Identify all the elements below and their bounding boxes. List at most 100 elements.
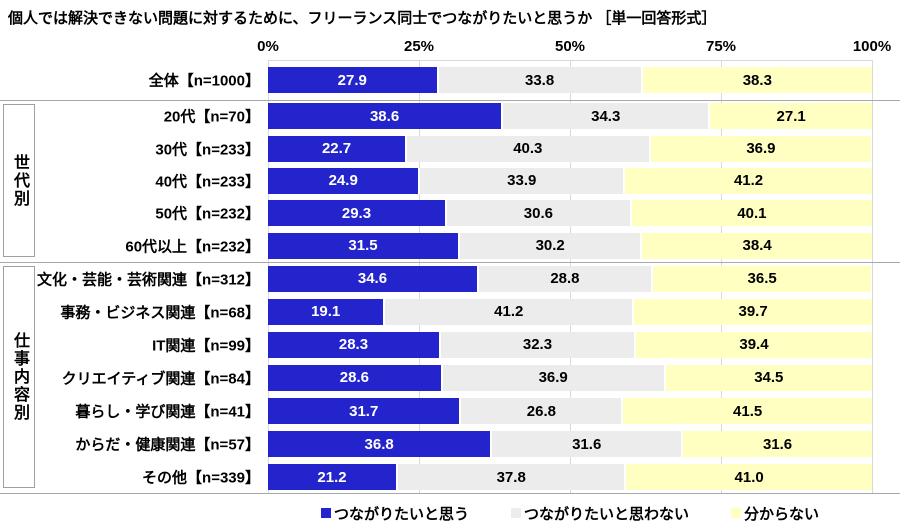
bar-segment-unknown: 34.5 bbox=[663, 364, 872, 391]
bar-segment-agree: 19.1 bbox=[268, 298, 384, 325]
stacked-bar: 19.1 41.2 39.7 bbox=[268, 298, 872, 325]
row-label: 20代【n=70】 bbox=[163, 108, 260, 126]
x-tick: 100% bbox=[852, 38, 892, 55]
legend-label: つながりたいと思わない bbox=[523, 505, 689, 523]
legend-swatch-agree bbox=[320, 508, 331, 518]
stacked-bar: 22.7 40.3 36.9 bbox=[268, 135, 872, 162]
legend-item-disagree: つながりたいと思わない bbox=[510, 503, 689, 524]
stacked-bar: 31.7 26.8 41.5 bbox=[268, 398, 872, 425]
bar-segment-unknown: 27.1 bbox=[708, 103, 872, 130]
row-label: 暮らし・学び関連【n=41】 bbox=[75, 403, 260, 421]
row-label: 30代【n=233】 bbox=[155, 141, 260, 159]
bar-segment-disagree: 40.3 bbox=[405, 135, 649, 162]
row-label: IT関連【n=99】 bbox=[152, 337, 260, 355]
row-label: 40代【n=233】 bbox=[155, 173, 260, 191]
bar-row: 40代【n=233】 24.9 33.9 41.2 bbox=[0, 165, 900, 197]
bar-row: 文化・芸能・芸術関連【n=312】 34.6 28.8 36.5 bbox=[0, 262, 900, 295]
bar-row: 暮らし・学び関連【n=41】 31.7 26.8 41.5 bbox=[0, 395, 900, 428]
bar-segment-agree: 28.3 bbox=[268, 331, 439, 358]
bar-segment-agree: 31.7 bbox=[268, 398, 460, 425]
bar-row: 50代【n=232】 29.3 30.6 40.1 bbox=[0, 197, 900, 229]
group-label-jobtype: 仕事内容別 bbox=[11, 332, 28, 422]
bar-segment-disagree: 32.3 bbox=[438, 331, 634, 358]
stacked-bar: 29.3 30.6 40.1 bbox=[268, 200, 872, 227]
group-separator bbox=[0, 493, 900, 494]
stacked-bar: 27.9 33.8 38.3 bbox=[268, 67, 872, 93]
row-label: クリエイティブ関連【n=84】 bbox=[61, 370, 260, 388]
bar-segment-unknown: 41.0 bbox=[624, 464, 872, 491]
bar-row: クリエイティブ関連【n=84】 28.6 36.9 34.5 bbox=[0, 361, 900, 394]
row-label: その他【n=339】 bbox=[142, 469, 260, 487]
bar-row: 事務・ビジネス関連【n=68】 19.1 41.2 39.7 bbox=[0, 295, 900, 328]
bar-segment-unknown: 36.5 bbox=[650, 265, 872, 292]
bar-segment-disagree: 26.8 bbox=[459, 398, 622, 425]
x-tick: 75% bbox=[705, 38, 737, 55]
stacked-bar: 38.6 34.3 27.1 bbox=[268, 103, 872, 130]
legend-item-unknown: 分からない bbox=[731, 503, 819, 524]
bar-segment-agree: 28.6 bbox=[268, 364, 441, 391]
legend-label: つながりたいと思う bbox=[333, 505, 469, 523]
legend: つながりたいと思う つながりたいと思わない 分からない bbox=[268, 503, 872, 523]
bar-row: その他【n=339】 21.2 37.8 41.0 bbox=[0, 461, 900, 494]
bar-segment-disagree: 33.9 bbox=[418, 167, 624, 194]
bar-segment-disagree: 36.9 bbox=[440, 364, 664, 391]
bar-row: 20代【n=70】 38.6 34.3 27.1 bbox=[0, 100, 900, 132]
bar-segment-unknown: 38.3 bbox=[640, 67, 872, 93]
bar-row: 30代【n=233】 22.7 40.3 36.9 bbox=[0, 132, 900, 164]
chart-area: 全体【n=1000】 27.9 33.8 38.3 20代【n=70】 38.6 34.3 2… bbox=[0, 60, 900, 494]
bar-segment-disagree: 30.2 bbox=[458, 232, 641, 259]
bar-segment-unknown: 39.4 bbox=[634, 331, 872, 358]
legend-item-agree: つながりたいと思う bbox=[320, 503, 469, 524]
chart-title: 個人では解決できない問題に対するために、フリーランス同士でつながりたいと思うか … bbox=[8, 10, 717, 27]
group-separator bbox=[0, 100, 900, 101]
bar-segment-unknown: 40.1 bbox=[629, 200, 872, 227]
stacked-bar: 31.5 30.2 38.4 bbox=[268, 232, 872, 259]
bar-segment-unknown: 41.2 bbox=[623, 167, 872, 194]
row-label: からだ・健康関連【n=57】 bbox=[75, 436, 260, 454]
bar-segment-agree: 22.7 bbox=[268, 135, 406, 162]
bar-row: 全体【n=1000】 27.9 33.8 38.3 bbox=[0, 60, 900, 100]
bar-segment-unknown: 41.5 bbox=[621, 398, 872, 425]
bar-segment-unknown: 31.6 bbox=[681, 431, 872, 458]
bar-segment-disagree: 31.6 bbox=[490, 431, 682, 458]
row-label: 全体【n=1000】 bbox=[148, 72, 260, 90]
row-label: 事務・ビジネス関連【n=68】 bbox=[60, 304, 260, 322]
row-label: 60代以上【n=232】 bbox=[125, 238, 260, 256]
bar-segment-agree: 29.3 bbox=[268, 200, 445, 227]
bar-segment-agree: 27.9 bbox=[268, 67, 437, 93]
stacked-bar: 34.6 28.8 36.5 bbox=[268, 265, 872, 292]
group-box-jobtype: 仕事内容別 bbox=[3, 266, 35, 488]
group-box-generation: 世代別 bbox=[3, 104, 35, 257]
stacked-bar: 28.3 32.3 39.4 bbox=[268, 331, 872, 358]
gridline bbox=[872, 60, 873, 493]
group-label-generation: 世代別 bbox=[11, 153, 28, 208]
bar-segment-disagree: 33.8 bbox=[436, 67, 641, 93]
bar-segment-unknown: 39.7 bbox=[632, 298, 872, 325]
bar-segment-agree: 31.5 bbox=[268, 232, 459, 259]
x-tick: 0% bbox=[257, 38, 279, 55]
group-separator bbox=[0, 262, 900, 263]
stacked-bar: 24.9 33.9 41.2 bbox=[268, 167, 872, 194]
bar-segment-disagree: 30.6 bbox=[444, 200, 630, 227]
bar-segment-disagree: 34.3 bbox=[501, 103, 709, 130]
legend-swatch-unknown bbox=[731, 508, 741, 518]
bar-segment-unknown: 38.4 bbox=[640, 232, 872, 259]
bar-segment-disagree: 41.2 bbox=[383, 298, 633, 325]
x-axis: 0% 25% 50% 75% 100% bbox=[0, 38, 900, 58]
bar-segment-unknown: 36.9 bbox=[648, 135, 872, 162]
bar-row: からだ・健康関連【n=57】 36.8 31.6 31.6 bbox=[0, 428, 900, 461]
bar-row: 60代以上【n=232】 31.5 30.2 38.4 bbox=[0, 230, 900, 262]
stacked-bar: 21.2 37.8 41.0 bbox=[268, 464, 872, 491]
bar-segment-disagree: 28.8 bbox=[476, 265, 651, 292]
x-tick: 50% bbox=[554, 38, 586, 55]
stacked-bar: 36.8 31.6 31.6 bbox=[268, 431, 872, 458]
bar-segment-agree: 24.9 bbox=[268, 167, 419, 194]
legend-label: 分からない bbox=[744, 505, 820, 523]
bar-segment-agree: 36.8 bbox=[268, 431, 491, 458]
bar-segment-agree: 21.2 bbox=[268, 464, 397, 491]
bar-segment-agree: 34.6 bbox=[268, 265, 477, 292]
row-label: 文化・芸能・芸術関連【n=312】 bbox=[37, 271, 260, 289]
x-tick: 25% bbox=[403, 38, 435, 55]
row-label: 50代【n=232】 bbox=[155, 205, 260, 223]
